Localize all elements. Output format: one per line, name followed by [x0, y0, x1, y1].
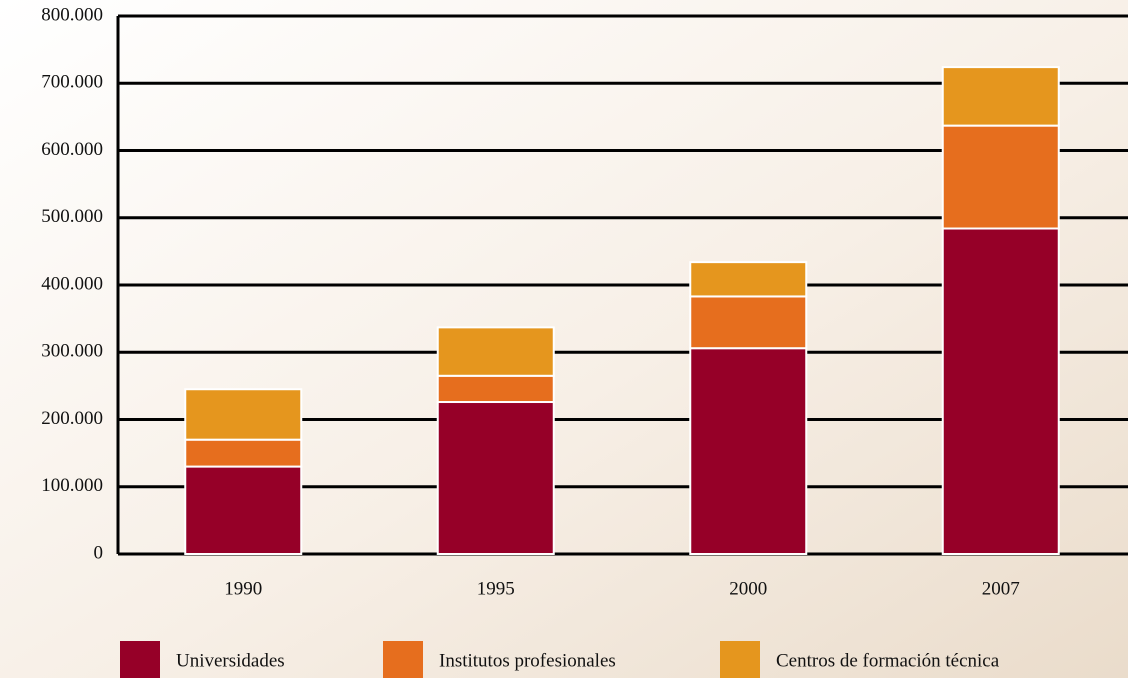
page: {"chart_data": {"type": "stacked_bar", "…	[0, 0, 1128, 678]
bar-segment	[185, 389, 301, 439]
legend-swatch	[720, 641, 760, 678]
bar-segment	[943, 229, 1059, 554]
y-tick-label: 0	[94, 542, 104, 563]
y-tick-label: 300.000	[41, 341, 103, 362]
bar-segment	[185, 440, 301, 467]
y-tick-label: 100.000	[41, 475, 103, 496]
y-tick-label: 700.000	[41, 72, 103, 93]
bar-segment	[690, 348, 806, 554]
y-tick-label: 500.000	[41, 206, 103, 227]
x-tick-label: 1990	[224, 578, 262, 599]
y-tick-label: 400.000	[41, 273, 103, 294]
bar-segment	[185, 467, 301, 554]
chart: 0 100.000 200.000 300.000 400.000 500.000 600.…	[0, 0, 1128, 678]
bar-segment	[438, 402, 554, 554]
bar-segment	[690, 262, 806, 296]
y-tick-label: 600.000	[41, 139, 103, 160]
bar-segment	[438, 376, 554, 402]
bar-segment	[690, 296, 806, 348]
y-tick-label: 800.000	[41, 4, 103, 25]
x-tick-label: 2000	[729, 578, 767, 599]
legend-label: Universidades	[176, 650, 285, 671]
bar-segment	[943, 126, 1059, 229]
x-tick-label: 1995	[477, 578, 515, 599]
legend-swatch	[383, 641, 423, 678]
legend-swatch	[120, 641, 160, 678]
x-tick-label: 2007	[982, 578, 1020, 599]
bar-segment	[943, 67, 1059, 126]
legend-label: Institutos profesionales	[439, 650, 616, 671]
bar-segment	[438, 327, 554, 375]
legend-label: Centros de formación técnica	[776, 650, 1000, 671]
y-tick-label: 200.000	[41, 408, 103, 429]
